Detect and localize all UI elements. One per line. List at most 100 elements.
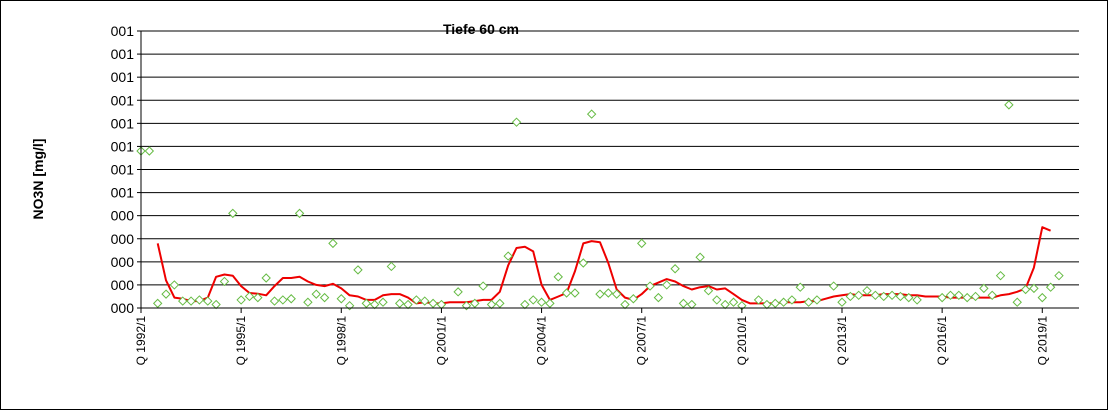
data-point xyxy=(687,299,697,310)
data-point xyxy=(912,295,922,305)
data-point xyxy=(228,208,238,219)
y-tick-label: 000 xyxy=(111,254,135,270)
data-point xyxy=(603,288,614,298)
data-point xyxy=(420,296,430,306)
data-point xyxy=(879,291,889,302)
data-point xyxy=(762,299,772,310)
data-point xyxy=(778,297,789,307)
data-point xyxy=(436,299,447,310)
data-point xyxy=(561,288,572,298)
measurement-points xyxy=(136,100,1064,311)
y-tick-label: 000 xyxy=(111,300,135,316)
data-point xyxy=(253,292,263,303)
data-point xyxy=(979,283,989,294)
data-point xyxy=(152,298,163,309)
data-point xyxy=(495,298,505,309)
x-tick-label: Q 1998/1 xyxy=(334,316,348,366)
data-point xyxy=(962,292,972,303)
data-point xyxy=(670,264,680,274)
data-point xyxy=(970,291,981,302)
y-tick-label: 001 xyxy=(111,138,135,154)
data-point xyxy=(712,295,722,305)
data-point xyxy=(703,285,714,296)
data-point xyxy=(503,251,513,261)
data-point xyxy=(645,281,655,291)
data-point xyxy=(478,281,488,291)
data-point xyxy=(753,295,764,305)
y-tick-label: 001 xyxy=(111,92,135,108)
x-tick-label: Q 2016/1 xyxy=(935,316,949,366)
data-point xyxy=(294,208,305,219)
y-tick-label: 001 xyxy=(111,162,135,178)
x-tick-label: Q 2004/1 xyxy=(535,316,549,366)
data-point xyxy=(453,287,463,297)
data-point xyxy=(1029,283,1039,294)
data-point xyxy=(570,288,580,298)
x-tick-label: Q 2013/1 xyxy=(835,316,849,366)
data-point xyxy=(787,295,797,305)
data-point xyxy=(620,299,630,310)
data-point xyxy=(244,291,255,302)
axes xyxy=(137,30,1079,313)
data-point xyxy=(269,296,280,306)
gridlines xyxy=(141,30,1079,309)
data-point xyxy=(178,296,188,306)
data-point xyxy=(803,297,814,307)
data-point xyxy=(945,290,956,301)
data-point xyxy=(845,291,856,302)
data-point xyxy=(545,298,555,309)
data-point xyxy=(411,295,422,305)
x-tick-labels: Q 1992/1 Q 1995/1 Q 1998/1 Q 2001/1 Q 2004/1… xyxy=(134,316,1049,366)
chart-title: Tiefe 60 cm xyxy=(442,21,519,37)
data-point xyxy=(303,297,313,307)
data-point xyxy=(637,238,647,249)
data-point xyxy=(1054,270,1064,281)
data-point xyxy=(386,261,397,272)
y-tick-label: 001 xyxy=(111,23,135,39)
data-point xyxy=(536,297,547,307)
data-point xyxy=(728,297,739,307)
data-point xyxy=(319,292,330,303)
data-point xyxy=(353,265,363,275)
x-tick-label: Q 2007/1 xyxy=(635,316,649,366)
data-point xyxy=(186,296,196,306)
data-point xyxy=(662,280,672,290)
data-point xyxy=(1004,100,1014,110)
data-point xyxy=(553,272,563,282)
data-point xyxy=(1012,297,1022,307)
y-tick-label: 001 xyxy=(111,185,135,201)
y-tick-label: 001 xyxy=(111,46,135,62)
data-point xyxy=(211,299,221,310)
y-axis-label: NO3N [mg/l] xyxy=(30,138,46,220)
data-point xyxy=(144,146,155,156)
data-point xyxy=(904,292,914,303)
data-point xyxy=(278,295,288,305)
data-point xyxy=(595,289,605,299)
data-point xyxy=(853,290,864,301)
data-point xyxy=(995,270,1006,281)
data-point xyxy=(236,295,246,305)
y-tick-label: 001 xyxy=(111,69,135,85)
data-point xyxy=(937,292,947,303)
data-point xyxy=(286,294,296,304)
data-point xyxy=(528,295,538,305)
data-point xyxy=(328,238,338,249)
data-point xyxy=(812,295,822,305)
data-point xyxy=(361,298,372,309)
x-tick-label: Q 1992/1 xyxy=(134,316,148,366)
data-point xyxy=(695,252,705,262)
data-point xyxy=(628,294,639,304)
data-point xyxy=(862,285,872,296)
data-point xyxy=(1020,284,1031,295)
y-tick-label: 000 xyxy=(111,277,135,293)
data-point xyxy=(578,258,589,268)
data-point xyxy=(895,291,906,302)
data-point xyxy=(486,299,497,310)
data-point xyxy=(887,290,897,301)
data-point xyxy=(394,298,405,309)
y-tick-label: 000 xyxy=(111,208,135,224)
data-point xyxy=(194,295,205,305)
data-point xyxy=(954,290,964,301)
